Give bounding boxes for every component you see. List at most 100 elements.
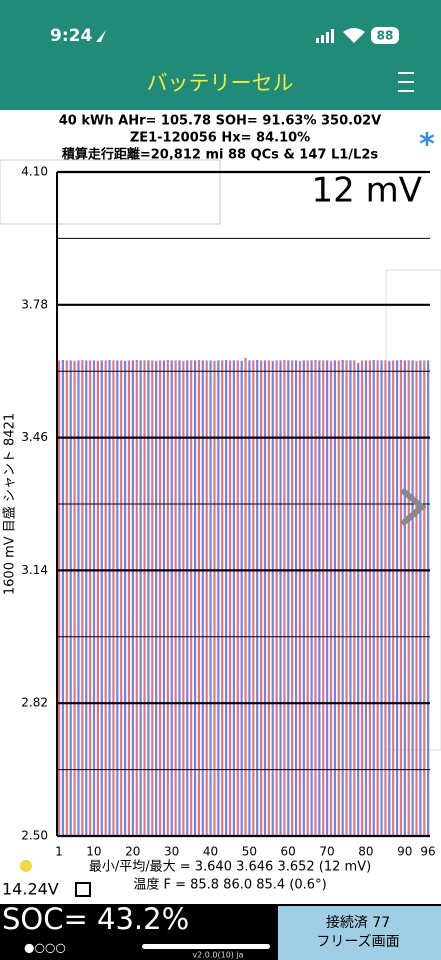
bar (174, 360, 177, 836)
bar (248, 360, 251, 836)
calendar-icon[interactable] (75, 882, 91, 897)
bar (69, 360, 72, 836)
bar (353, 360, 356, 836)
bar (236, 360, 239, 836)
bar (326, 360, 329, 836)
bar (361, 360, 364, 836)
bar (314, 359, 317, 836)
location-icon (96, 30, 106, 42)
bar (108, 359, 111, 836)
y-tick-label: 3.46 (21, 430, 48, 444)
bar (178, 360, 181, 836)
y-axis-label: 1600 mV 目盛 シャント 8421 (3, 413, 18, 595)
bar (92, 360, 96, 836)
bar (147, 360, 150, 836)
minmax-text: 最小/平均/最大 = 3.640 3.646 3.652 (12 mV) (89, 860, 371, 875)
temperature-text: 温度 F = 85.8 86.0 85.4 (0.6°) (133, 877, 326, 893)
bar (116, 360, 119, 836)
wifi-icon (343, 28, 365, 43)
bar (306, 360, 309, 836)
bar (217, 360, 220, 836)
bar (388, 360, 391, 836)
bar (267, 360, 270, 836)
bar (89, 360, 92, 836)
bar (333, 360, 337, 836)
connection-text: 接続済 77 (326, 914, 390, 931)
bar (193, 360, 197, 836)
bar (275, 360, 278, 836)
bar (232, 360, 235, 836)
bar (337, 360, 340, 836)
x-tick-label: 80 (358, 845, 373, 859)
bar (170, 360, 173, 836)
bar (96, 360, 99, 836)
bar (162, 360, 166, 836)
bar (104, 360, 107, 836)
aux-voltage: 14.24V (2, 880, 59, 899)
chart: 1 10 20 30 40 50 60 70 80 90 96 4.10 3.78 3.46 3.14 2.8… (3, 165, 436, 859)
app-bar (0, 0, 441, 110)
bar (419, 360, 422, 836)
y-tick-label: 2.50 (21, 829, 48, 843)
bar (201, 360, 204, 836)
x-tick-label: 50 (242, 845, 257, 859)
bar (291, 360, 294, 836)
overlay-box (0, 159, 221, 225)
soc-text: SOC= 43.2% (2, 902, 189, 936)
bar (322, 360, 325, 836)
bar (403, 360, 406, 836)
bar (151, 360, 154, 836)
x-tick-label: 30 (164, 845, 179, 859)
bar (256, 359, 259, 836)
bar (166, 359, 169, 836)
next-arrow[interactable] (400, 487, 427, 527)
bar (368, 360, 371, 836)
bar (100, 360, 103, 836)
screen-title: バッテリーセル (147, 71, 294, 95)
bar (186, 360, 189, 836)
bar (376, 360, 379, 836)
bar (263, 360, 267, 836)
bar (85, 360, 88, 836)
bar (244, 357, 247, 836)
bar (158, 360, 162, 836)
bar (182, 360, 185, 836)
freeze-text[interactable]: フリーズ画面 (316, 934, 399, 950)
bar (310, 360, 313, 836)
bar (81, 359, 84, 836)
home-indicator (142, 944, 270, 949)
bar (73, 360, 76, 836)
bar (57, 360, 61, 836)
bar (209, 360, 212, 836)
battery-level: 88 (377, 29, 394, 43)
bar (190, 360, 193, 836)
bar (225, 359, 228, 836)
y-tick-label: 3.78 (21, 297, 48, 311)
bar (213, 360, 216, 836)
signal-icon (316, 29, 334, 43)
bar (302, 360, 305, 836)
menu-button[interactable] (398, 72, 414, 92)
x-tick-label: 10 (86, 845, 101, 859)
x-tick-label: 60 (281, 845, 296, 859)
bar (120, 360, 123, 836)
bar (205, 360, 208, 836)
y-tick-label: 4.10 (21, 165, 48, 179)
bar (221, 360, 224, 836)
bulb-icon[interactable] (20, 860, 32, 872)
bar (131, 360, 134, 836)
bluetooth-star[interactable]: * (419, 128, 435, 163)
bar (329, 360, 333, 836)
bar (283, 359, 286, 836)
bar (364, 360, 368, 836)
bar (287, 360, 290, 836)
bar (240, 360, 243, 836)
bar (427, 360, 430, 836)
stats-line: ZE1-120056 Hx= 84.10% (130, 131, 310, 146)
freeze-button[interactable] (278, 906, 441, 960)
bar (392, 360, 395, 836)
status-time: 9:24 (50, 26, 92, 46)
bar (411, 360, 414, 836)
